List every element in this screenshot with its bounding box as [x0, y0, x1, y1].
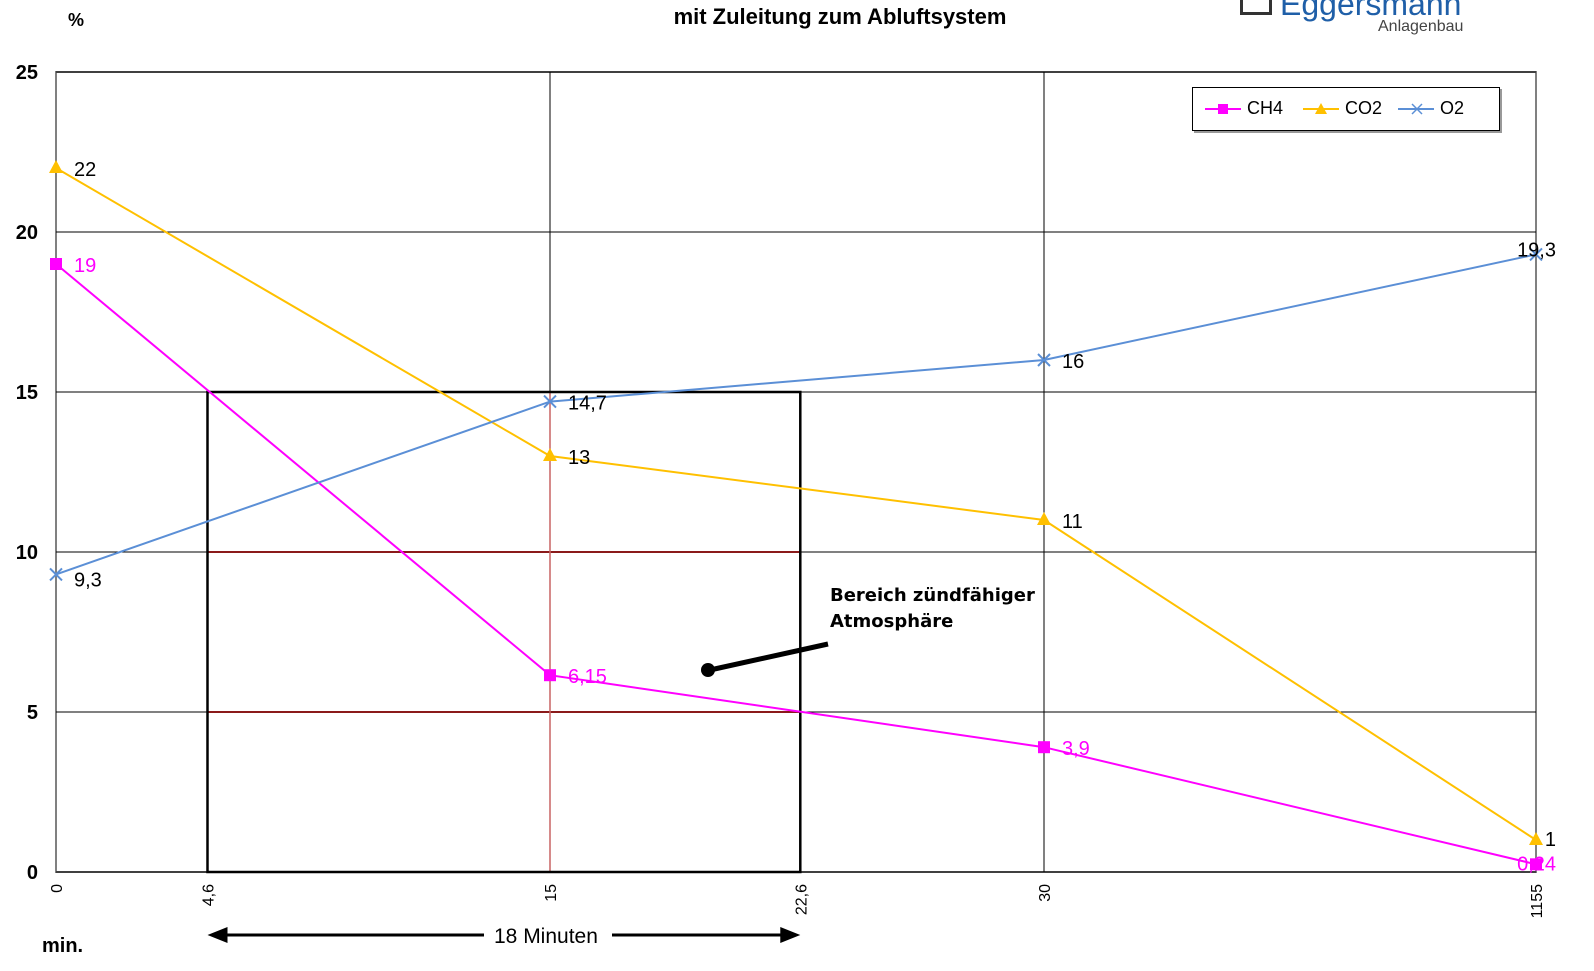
series-line-co2 — [55, 167, 1537, 841]
annotation-arrow — [709, 641, 829, 673]
data-label: 22 — [74, 159, 96, 181]
ignition-zone-box — [206, 390, 802, 874]
data-point — [543, 394, 557, 409]
data-label: 14,7 — [568, 393, 607, 415]
logo-brand: Eggersmann — [1280, 0, 1462, 22]
data-point — [1037, 512, 1051, 525]
data-point — [544, 669, 556, 682]
data-point — [1530, 858, 1542, 871]
series-line-o2 — [55, 253, 1537, 576]
data-point — [49, 160, 63, 173]
legend-markers — [1205, 103, 1434, 115]
span-arrowhead-left — [207, 927, 228, 943]
y-tick-label: 15 — [16, 382, 38, 404]
data-label: 11 — [1062, 511, 1083, 533]
logo-subtitle: Anlagenbau — [1378, 18, 1464, 35]
data-label: 3,9 — [1062, 738, 1090, 760]
x-tick-label: 15 — [543, 884, 560, 902]
data-label: 19,3 — [1517, 239, 1556, 261]
annotation-arrow-dot — [701, 663, 715, 677]
logo-mark-icon — [1240, 0, 1272, 15]
x-tick-label: 30 — [1037, 884, 1054, 902]
chart-title: mit Zuleitung zum Abluftsystem — [673, 4, 1007, 29]
legend-co2: CO2 — [1345, 98, 1383, 118]
data-point — [49, 567, 63, 582]
y-axis-unit: % — [68, 10, 85, 30]
data-label: 9,3 — [74, 569, 102, 591]
company-logo: Eggersmann Anlagenbau — [1240, 0, 1490, 42]
duration-label: 18 Minuten — [494, 925, 598, 948]
series-line-ch4 — [55, 263, 1537, 866]
data-label: 16 — [1062, 351, 1084, 373]
ignition-zone-annotation: Bereich zündfähiger Atmosphäre — [830, 583, 1035, 635]
span-arrowhead-right — [780, 927, 801, 943]
legend-o2: O2 — [1440, 98, 1465, 118]
x-axis-unit: min. — [42, 935, 84, 957]
x-tick-label: 0 — [49, 884, 66, 893]
data-label: 6,15 — [568, 666, 607, 688]
data-label: 19 — [74, 255, 96, 277]
y-tick-label: 20 — [16, 222, 38, 244]
data-label: 0,24 — [1517, 853, 1556, 875]
data-point — [50, 258, 62, 270]
data-point — [1529, 832, 1543, 845]
legend-ch4: CH4 — [1247, 98, 1284, 118]
x-tick-label: 22,6 — [793, 884, 810, 915]
data-label: 1 — [1545, 829, 1556, 851]
data-point — [1529, 247, 1543, 262]
data-point — [543, 448, 557, 461]
annotation-line-1: Bereich zündfähiger — [830, 585, 1035, 606]
x-tick-label: 4,6 — [200, 884, 217, 906]
data-point — [1037, 353, 1051, 367]
y-tick-label: 25 — [16, 62, 38, 84]
annotation-line-2: Atmosphäre — [830, 611, 954, 632]
plot-frame — [55, 71, 1537, 873]
y-tick-label: 0 — [27, 862, 38, 884]
data-label: 13 — [568, 447, 590, 469]
y-tick-label: 5 — [27, 702, 38, 724]
x-tick-label: 1155 — [1529, 884, 1546, 919]
data-point — [1038, 741, 1050, 754]
chart-legend: CH4 CO2 O2 — [1192, 87, 1500, 131]
y-tick-label: 10 — [16, 542, 38, 564]
